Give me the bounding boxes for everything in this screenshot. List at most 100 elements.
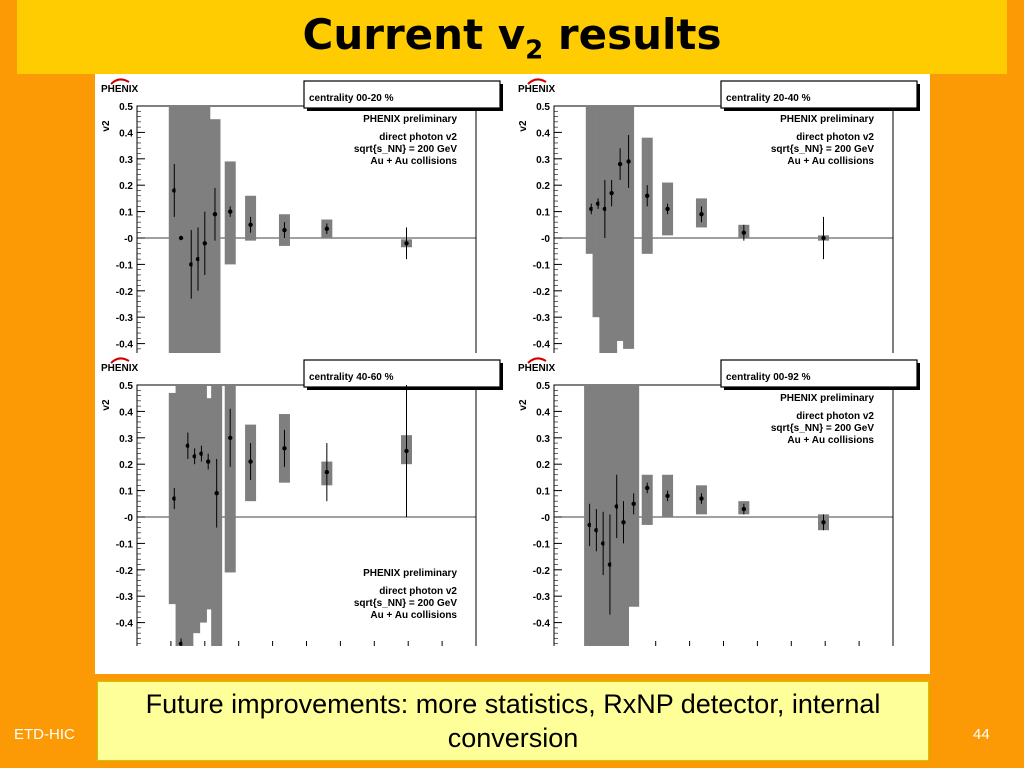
- title-text: Current v: [302, 10, 526, 59]
- centrality-box-shadow: [724, 387, 920, 390]
- centrality-box-shadow: [917, 84, 920, 110]
- sys-error-box: [614, 106, 626, 341]
- slide-title: Current v2 results: [17, 10, 1007, 65]
- data-point: [199, 451, 204, 456]
- sys-error-box: [623, 106, 635, 349]
- sys-error-box: [189, 385, 201, 634]
- chart-panel-3: 0.5 0.4 0.3 0.2 0.1 -0 -0.1 -0.2 -0.3 -0.4 -0.50 1 2…: [101, 357, 503, 674]
- y-tick-label: -0.1: [533, 260, 551, 271]
- chart-panel-4: 0.5 0.4 0.3 0.2 0.1 -0 -0.1 -0.2 -0.3 -0.4 -0.50 1 2…: [518, 357, 920, 674]
- x-tick-label: 3: [236, 653, 242, 664]
- phenix-logo: PHENIX: [518, 363, 556, 374]
- panel-content: 0.5 0.4 0.3 0.2 0.1 -0 -0.1 -0.2 -0.3 -0.4 v2 PHENI…: [101, 78, 503, 353]
- data-point: [665, 493, 670, 499]
- data-point: [631, 501, 636, 506]
- y-tick-label: -0.4: [116, 619, 134, 630]
- y-axis-label: v2: [518, 399, 529, 411]
- y-tick-label: 0.2: [536, 181, 550, 192]
- y-tick-label: 0.4: [536, 407, 550, 418]
- y-tick-label: 0.3: [536, 434, 550, 445]
- x-tick-label: 9: [439, 653, 445, 664]
- x-tick-label: 10: [470, 653, 482, 664]
- annotation-line: Au + Au collisions: [370, 156, 457, 167]
- data-point: [228, 209, 233, 214]
- y-tick-label: -0.4: [533, 619, 551, 630]
- x-axis-label: pT [GeV/c]: [420, 665, 470, 674]
- data-point: [189, 262, 194, 267]
- data-point: [248, 222, 253, 227]
- data-point: [699, 212, 704, 217]
- data-point: [645, 193, 650, 198]
- title-subscript: 2: [525, 35, 544, 66]
- data-point: [324, 226, 330, 231]
- y-tick-label: -0.2: [533, 287, 551, 298]
- y-tick-label: 0.5: [119, 381, 133, 392]
- page-number: 44: [973, 726, 990, 743]
- phenix-logo-swoosh: [110, 357, 130, 364]
- y-axis-label: v2: [101, 120, 112, 132]
- x-tick-label: 0: [551, 653, 557, 664]
- centrality-box: [303, 359, 501, 388]
- data-point: [282, 446, 287, 451]
- sys-error-box: [175, 385, 187, 646]
- centrality-label: centrality 00-92 %: [726, 372, 811, 383]
- chart-panel-1: 0.5 0.4 0.3 0.2 0.1 -0 -0.1 -0.2 -0.3 -0.4 v2 PHENI…: [101, 78, 503, 353]
- data-point: [214, 491, 219, 496]
- x-tick-label: 9: [856, 653, 862, 664]
- x-tick-label: 4: [687, 653, 693, 664]
- annotation-line: direct photon v2: [379, 586, 457, 597]
- data-point: [594, 528, 599, 533]
- y-tick-label: -0: [541, 234, 550, 245]
- x-tick-label: 1: [168, 653, 174, 664]
- x-tick-label: 3: [653, 653, 659, 664]
- annotation-line: PHENIX preliminary: [780, 393, 874, 404]
- panel-content: 0.5 0.4 0.3 0.2 0.1 -0 -0.1 -0.2 -0.3 -0.4 v2 PHENI…: [518, 78, 920, 353]
- y-tick-label: 0.4: [536, 128, 550, 139]
- y-tick-label: -0: [124, 234, 133, 245]
- y-tick-label: 0.2: [536, 460, 550, 471]
- x-tick-label: 7: [372, 653, 378, 664]
- sys-error-box: [182, 385, 194, 646]
- data-point: [248, 459, 253, 464]
- annotation-line: Au + Au collisions: [787, 435, 874, 446]
- annotation-line: PHENIX preliminary: [780, 114, 874, 125]
- sys-error-box: [585, 106, 597, 254]
- y-tick-label: 0.2: [119, 460, 133, 471]
- annotation-line: sqrt{s_NN} = 200 GeV: [771, 423, 874, 434]
- x-tick-label: 8: [822, 653, 828, 664]
- y-tick-label: 0.2: [119, 181, 133, 192]
- y-tick-label: -0.3: [533, 592, 551, 603]
- data-point: [205, 459, 211, 464]
- data-point: [404, 241, 409, 246]
- x-axis-label: pT [GeV/c]: [837, 665, 887, 674]
- data-point: [324, 469, 330, 475]
- phenix-logo-swoosh: [110, 78, 130, 85]
- data-point: [602, 206, 608, 212]
- phenix-logo-swoosh: [527, 357, 547, 364]
- data-point: [741, 230, 747, 235]
- sys-error-box: [175, 106, 187, 353]
- data-point: [282, 227, 287, 233]
- y-axis-label: v2: [518, 120, 529, 132]
- y-axis-label: v2: [101, 399, 112, 411]
- centrality-label: centrality 00-20 %: [309, 93, 394, 104]
- annotation-line: sqrt{s_NN} = 200 GeV: [354, 144, 457, 155]
- y-tick-label: -0.2: [533, 566, 551, 577]
- panel-content: 0.5 0.4 0.3 0.2 0.1 -0 -0.1 -0.2 -0.3 -0.4 -0.50 1 2…: [518, 357, 920, 674]
- y-tick-label: -0.1: [533, 539, 551, 550]
- y-tick-label: 0.1: [536, 487, 550, 498]
- data-point: [665, 206, 670, 212]
- annotation-line: sqrt{s_NN} = 200 GeV: [771, 144, 874, 155]
- centrality-box: [720, 359, 918, 388]
- data-point: [600, 541, 606, 546]
- sys-error-box: [209, 119, 221, 353]
- data-point: [607, 562, 613, 567]
- chart-grid: 0.5 0.4 0.3 0.2 0.1 -0 -0.1 -0.2 -0.3 -0.4 v2 PHENI…: [101, 78, 920, 674]
- x-tick-label: 2: [619, 653, 625, 664]
- x-tick-label: 0: [134, 653, 140, 664]
- data-point: [202, 241, 207, 246]
- centrality-box-shadow: [917, 363, 920, 389]
- y-tick-label: 0.1: [119, 208, 133, 219]
- x-tick-label: 10: [887, 653, 899, 664]
- data-point: [595, 201, 601, 206]
